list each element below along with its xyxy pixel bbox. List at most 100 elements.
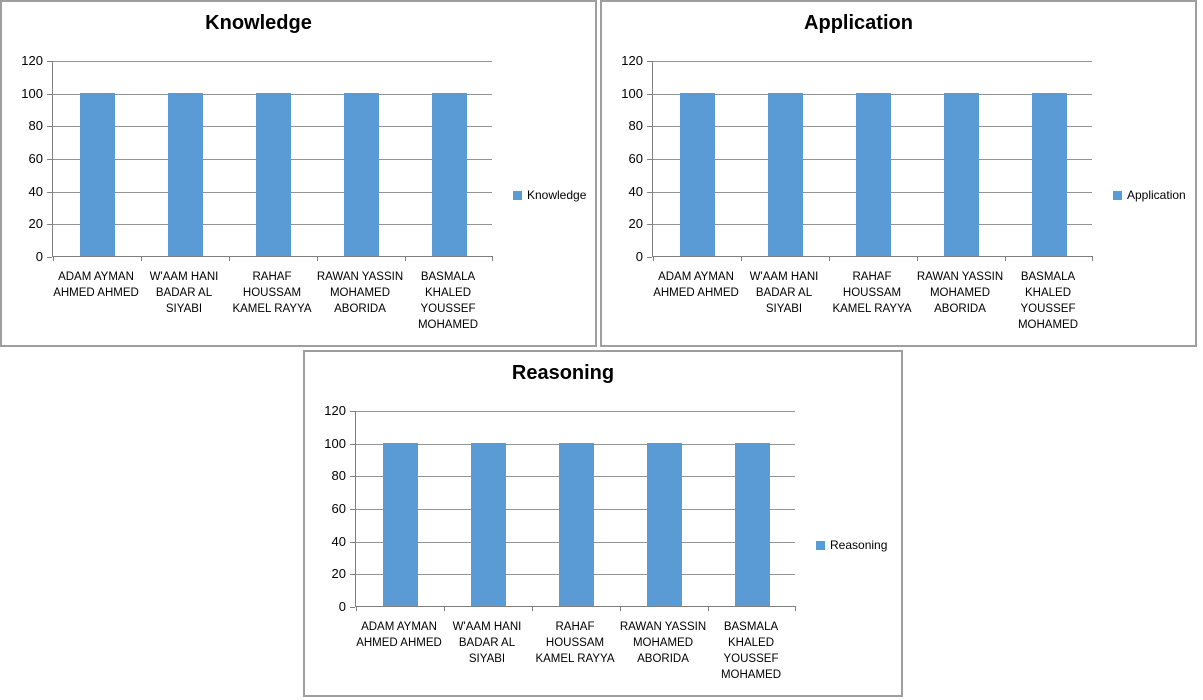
y-axis-tick-label: 80 [28, 118, 43, 134]
chart-application[interactable]: Application 0 20 40 60 80 100 120 ADAM AYMAN AH… [600, 0, 1197, 347]
chart-title: Reasoning [511, 362, 615, 384]
category-label-line: MOHAMED [632, 637, 694, 649]
y-axis-tick-mark [647, 126, 652, 128]
category-label-line: KAMEL RAYYA [832, 303, 912, 315]
y-axis-tick-label: 100 [324, 435, 346, 451]
chart-knowledge[interactable]: Knowledge 0 20 40 60 80 100 120 ADAM AYMAN AHME… [0, 0, 597, 347]
category-label: ADAM AYMAN AHMED AHMED [52, 269, 140, 333]
y-axis-tick-mark [47, 126, 52, 128]
y-axis: 0 20 40 60 80 100 120 [2, 2, 595, 345]
category-label-line: SIYABI [165, 303, 203, 315]
y-axis-tick-label: 60 [28, 151, 43, 166]
y-axis-tick-mark [647, 93, 652, 95]
category-label-line: MOHAMED [1017, 319, 1079, 331]
chart-title: Application [804, 12, 913, 34]
bar-4 [343, 92, 379, 256]
category-label: W'AAM HANI BADAR AL SIYABI [740, 269, 828, 333]
category-label-line: AHMED AHMED [53, 287, 139, 299]
legend-swatch-icon [513, 190, 522, 200]
category-label-line: ABORIDA [637, 653, 689, 665]
bar-5 [431, 92, 467, 256]
x-axis-tick-mark [795, 606, 796, 611]
legend-swatch-icon [1113, 190, 1122, 200]
y-axis-tick-label: 60 [331, 501, 346, 516]
y-axis-tick-mark [47, 191, 52, 193]
category-label: BASMALA KHALED YOUSSEF MOHAMED [707, 619, 795, 683]
category-label-line: AHMED AHMED [653, 287, 739, 299]
y-axis: 0 20 40 60 80 100 120 [305, 352, 901, 695]
category-label-line: W'AAM HANI [149, 271, 219, 283]
legend: Reasoning [816, 538, 887, 552]
y-axis-tick-mark [350, 476, 355, 478]
gridline [53, 61, 492, 62]
y-axis-tick-mark [47, 159, 52, 160]
category-label-line: MOHAMED [417, 319, 479, 331]
category-label-line: KAMEL RAYYA [535, 653, 615, 665]
x-axis-tick-mark [708, 606, 709, 611]
bar-1 [679, 92, 715, 256]
y-axis-tick-mark [47, 61, 52, 62]
y-axis-tick-mark [350, 443, 355, 445]
bar-4 [646, 442, 682, 606]
legend-label: Application [1127, 188, 1186, 202]
category-label-line: RAHAF [252, 271, 292, 283]
category-label-line: HOUSSAM [545, 637, 605, 649]
category-label: ADAM AYMAN AHMED AHMED [355, 619, 443, 683]
y-axis-tick-mark [647, 61, 652, 62]
y-axis-tick-label: 20 [331, 566, 346, 582]
category-label-line: SIYABI [765, 303, 803, 315]
y-axis-tick-mark [350, 574, 355, 576]
gridline [356, 411, 795, 412]
category-label-line: ADAM AYMAN [361, 621, 437, 633]
bar-2 [767, 92, 803, 256]
category-label-line: YOUSSEF [420, 303, 476, 315]
x-axis-labels: ADAM AYMAN AHMED AHMED W'AAM HANI BADAR AL S… [652, 269, 1092, 333]
category-label-line: ABORIDA [934, 303, 986, 315]
y-axis-tick-mark [47, 257, 52, 258]
category-label-line: MOHAMED [720, 669, 782, 681]
category-label: W'AAM HANI BADAR AL SIYABI [140, 269, 228, 333]
legend: Application [1113, 188, 1186, 202]
category-label-line: BADAR AL [755, 287, 813, 299]
x-axis-tick-mark [141, 256, 142, 261]
x-axis-labels: ADAM AYMAN AHMED AHMED W'AAM HANI BADAR AL S… [355, 619, 795, 683]
category-label-line: YOUSSEF [723, 653, 779, 665]
category-label-line: RAWAN YASSIN [619, 621, 707, 633]
category-label: BASMALA KHALED YOUSSEF MOHAMED [1004, 269, 1092, 333]
legend-label: Reasoning [830, 538, 888, 552]
legend: Knowledge [513, 188, 586, 202]
chart-title: Knowledge [205, 12, 312, 34]
category-label-line: MOHAMED [329, 287, 391, 299]
y-axis-tick-label: 100 [621, 85, 643, 101]
x-axis-tick-mark [444, 606, 445, 611]
bar-4 [943, 92, 979, 256]
x-axis-tick-mark [741, 256, 742, 261]
x-axis-tick-mark [829, 256, 830, 261]
category-label-line: KHALED [424, 287, 472, 299]
y-axis-tick-mark [647, 191, 652, 193]
x-axis-labels: ADAM AYMAN AHMED AHMED W'AAM HANI BADAR AL S… [52, 269, 492, 333]
category-label-line: RAWAN YASSIN [316, 271, 404, 283]
chart-reasoning[interactable]: Reasoning 0 20 40 60 80 100 120 ADAM AYMAN AHME… [303, 350, 903, 697]
category-label: RAHAF HOUSSAM KAMEL RAYYA [828, 269, 916, 333]
x-axis-tick-mark [1005, 256, 1006, 261]
category-label-line: ABORIDA [334, 303, 386, 315]
plot-area [52, 61, 493, 261]
category-label-line: SIYABI [468, 653, 506, 665]
y-axis-tick-label: 120 [324, 403, 346, 418]
category-label: RAHAF HOUSSAM KAMEL RAYYA [531, 619, 619, 683]
category-label-line: KAMEL RAYYA [232, 303, 312, 315]
category-label: RAHAF HOUSSAM KAMEL RAYYA [228, 269, 316, 333]
y-axis-tick-label: 120 [21, 53, 43, 68]
y-axis-tick-mark [647, 257, 652, 258]
y-axis-tick-mark [647, 159, 652, 160]
category-label-line: RAWAN YASSIN [916, 271, 1004, 283]
category-label-line: W'AAM HANI [749, 271, 819, 283]
category-label-line: ADAM AYMAN [658, 271, 734, 283]
category-label: RAWAN YASSIN MOHAMED ABORIDA [619, 619, 707, 683]
plot-area [355, 411, 796, 611]
y-axis-tick-mark [350, 509, 355, 510]
bar-1 [79, 92, 115, 256]
y-axis-tick-label: 40 [331, 533, 346, 549]
